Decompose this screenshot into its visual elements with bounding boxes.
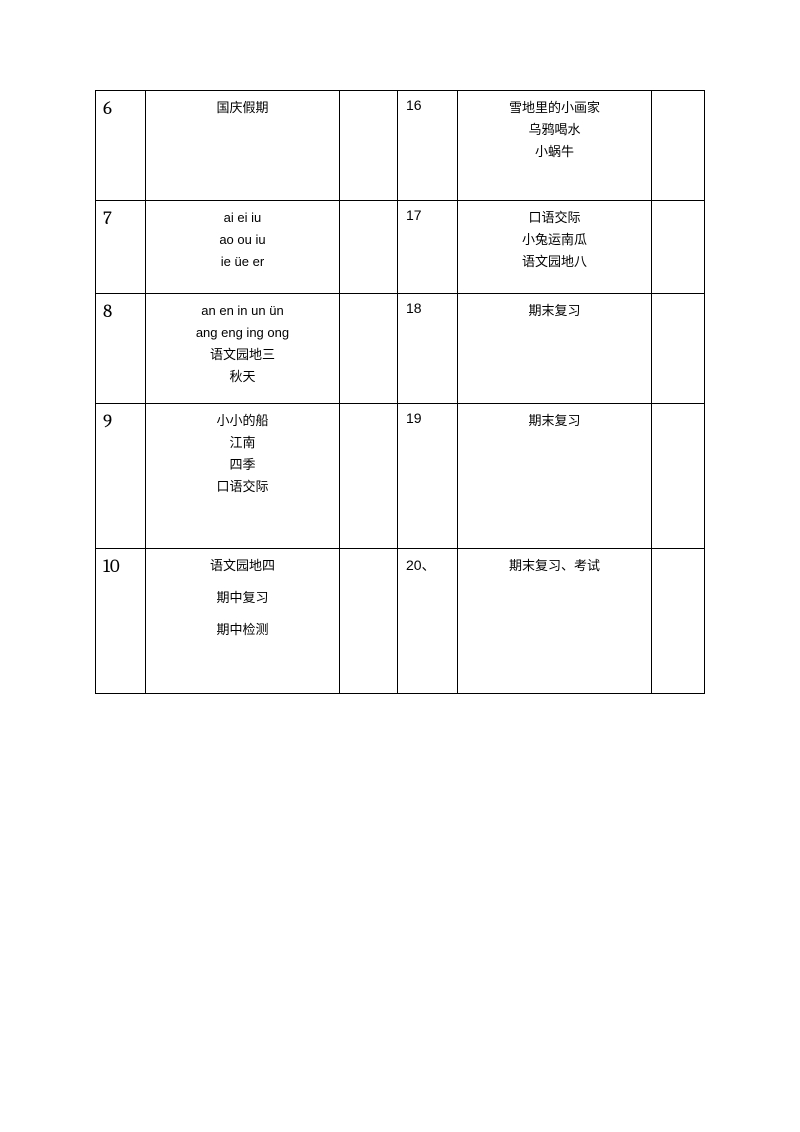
week-number-right: 16 [397, 91, 457, 201]
content-line: 小蜗牛 [462, 141, 647, 163]
content-line: 期中复习 [150, 587, 335, 609]
document-page: 6 国庆假期 16 雪地里的小画家 乌鸦喝水 小蜗牛 7 ai ei iu ao… [0, 0, 800, 694]
content-line: 语文园地三 [150, 344, 335, 366]
week-number-left: 9 [96, 404, 146, 549]
table-row: 6 国庆假期 16 雪地里的小画家 乌鸦喝水 小蜗牛 [96, 91, 705, 201]
content-line: 江南 [150, 432, 335, 454]
week-number-right: 20、 [397, 549, 457, 694]
content-line: 语文园地八 [462, 251, 647, 273]
content-line: 四季 [150, 454, 335, 476]
table-row: 10 语文园地四 期中复习 期中检测 20、 期末复习、考试 [96, 549, 705, 694]
content-line: 口语交际 [462, 207, 647, 229]
content-line: ao ou iu [150, 229, 335, 251]
content-line: 秋天 [150, 366, 335, 388]
content-line: 期末复习、考试 [462, 555, 647, 577]
content-line: 乌鸦喝水 [462, 119, 647, 141]
content-right: 期末复习、考试 [458, 549, 652, 694]
week-number-right: 18 [397, 294, 457, 404]
blank-cell [339, 549, 397, 694]
blank-cell [339, 404, 397, 549]
content-line: 雪地里的小画家 [462, 97, 647, 119]
content-line: 期末复习 [462, 300, 647, 322]
content-line: ai ei iu [150, 207, 335, 229]
content-line: an en in un ün [150, 300, 335, 322]
content-right: 雪地里的小画家 乌鸦喝水 小蜗牛 [458, 91, 652, 201]
content-line: 期末复习 [462, 410, 647, 432]
content-line: 期中检测 [150, 619, 335, 641]
week-number-left: 7 [96, 201, 146, 294]
blank-cell [651, 404, 704, 549]
blank-cell [651, 294, 704, 404]
content-right: 口语交际 小兔运南瓜 语文园地八 [458, 201, 652, 294]
table-row: 9 小小的船 江南 四季 口语交际 19 期末复习 [96, 404, 705, 549]
content-line: 国庆假期 [150, 97, 335, 119]
schedule-table: 6 国庆假期 16 雪地里的小画家 乌鸦喝水 小蜗牛 7 ai ei iu ao… [95, 90, 705, 694]
week-number-right: 17 [397, 201, 457, 294]
blank-cell [339, 294, 397, 404]
blank-cell [651, 201, 704, 294]
week-number-left: 10 [96, 549, 146, 694]
content-left: 小小的船 江南 四季 口语交际 [146, 404, 340, 549]
content-line: 口语交际 [150, 476, 335, 498]
table-row: 7 ai ei iu ao ou iu ie üe er 17 口语交际 小兔运… [96, 201, 705, 294]
content-line: ang eng ing ong [150, 322, 335, 344]
blank-cell [339, 91, 397, 201]
content-right: 期末复习 [458, 294, 652, 404]
content-line: ie üe er [150, 251, 335, 273]
content-right: 期末复习 [458, 404, 652, 549]
blank-cell [651, 91, 704, 201]
blank-cell [339, 201, 397, 294]
content-left: 语文园地四 期中复习 期中检测 [146, 549, 340, 694]
week-number-left: 6 [96, 91, 146, 201]
content-left: 国庆假期 [146, 91, 340, 201]
content-line: 小小的船 [150, 410, 335, 432]
table-row: 8 an en in un ün ang eng ing ong 语文园地三 秋… [96, 294, 705, 404]
week-number-right: 19 [397, 404, 457, 549]
content-line: 语文园地四 [150, 555, 335, 577]
week-number-left: 8 [96, 294, 146, 404]
content-left: ai ei iu ao ou iu ie üe er [146, 201, 340, 294]
content-line: 小兔运南瓜 [462, 229, 647, 251]
table-body: 6 国庆假期 16 雪地里的小画家 乌鸦喝水 小蜗牛 7 ai ei iu ao… [96, 91, 705, 694]
blank-cell [651, 549, 704, 694]
content-left: an en in un ün ang eng ing ong 语文园地三 秋天 [146, 294, 340, 404]
